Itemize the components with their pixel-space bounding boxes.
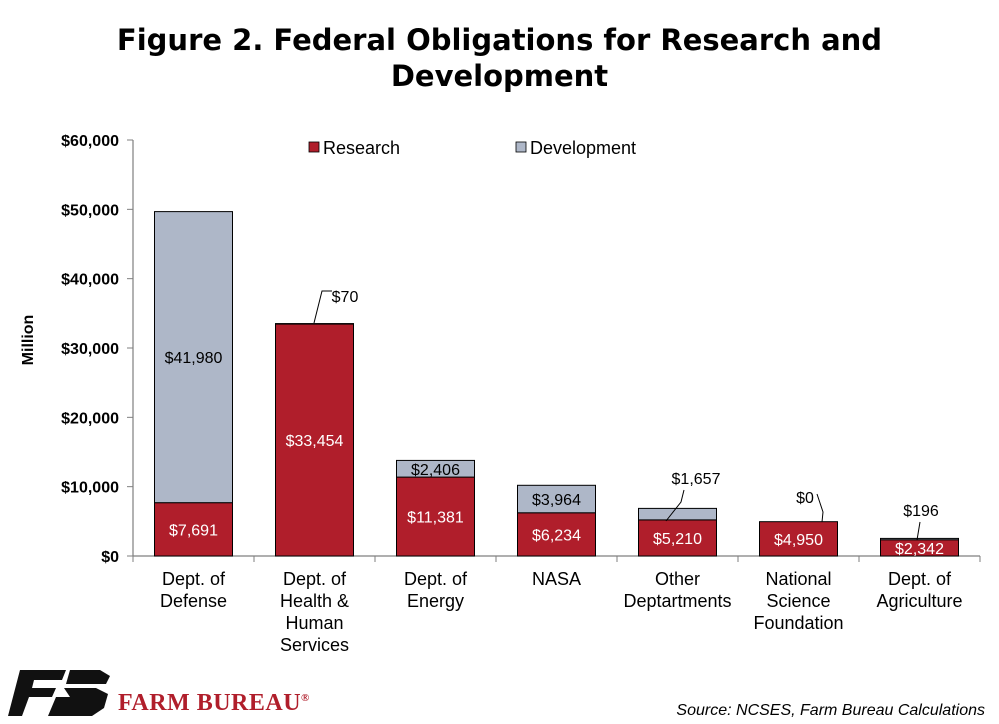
y-tick-label: $0 xyxy=(101,549,119,566)
data-label-research: $33,454 xyxy=(286,433,344,450)
data-label-development: $2,406 xyxy=(411,462,460,479)
bar-research xyxy=(154,502,233,557)
x-category-label: Human xyxy=(285,613,343,633)
callout-leader-line xyxy=(665,489,685,522)
x-category-label: Dept. of xyxy=(283,569,347,589)
bar-development xyxy=(517,484,596,514)
bar-development xyxy=(154,211,233,504)
legend-swatch-research xyxy=(308,141,320,153)
data-label-development: $41,980 xyxy=(165,350,223,367)
callout-leader-line xyxy=(916,521,921,541)
data-label-research: $11,381 xyxy=(407,510,464,527)
farm-bureau-logo-mark-icon xyxy=(8,670,110,716)
farm-bureau-logo xyxy=(8,666,118,723)
chart-title: Figure 2. Federal Obligations for Resear… xyxy=(0,22,999,94)
data-label-research: $5,210 xyxy=(653,531,702,548)
y-tick-label: $20,000 xyxy=(61,410,119,427)
data-label-development: $196 xyxy=(903,503,939,520)
source-note: Source: NCSES, Farm Bureau Calculations xyxy=(676,702,985,719)
x-category-label: Health & xyxy=(280,591,349,611)
bar-research xyxy=(638,519,717,557)
x-category-label: National xyxy=(765,569,831,589)
y-tick-label: $60,000 xyxy=(61,133,119,150)
callout-leader-line xyxy=(816,493,824,523)
bar-research xyxy=(275,323,354,557)
data-label-development: $0 xyxy=(796,490,814,507)
y-tick-label: $50,000 xyxy=(61,202,119,219)
x-category-label: Other xyxy=(655,569,700,589)
data-label-development: $1,657 xyxy=(672,471,721,488)
x-category-label: Agriculture xyxy=(876,591,962,611)
bar-research xyxy=(517,512,596,557)
data-label-research: $4,950 xyxy=(774,532,823,549)
x-category-label: Dept. of xyxy=(404,569,468,589)
data-label-research: $6,234 xyxy=(532,527,581,544)
x-category-label: Deptartments xyxy=(623,591,731,611)
bar-development xyxy=(396,459,475,478)
x-category-label: Services xyxy=(280,635,349,655)
bar-development xyxy=(880,537,959,541)
bar-research xyxy=(396,476,475,557)
callout-leader-line xyxy=(313,290,332,324)
chart-title-line-1: Figure 2. Federal Obligations for Resear… xyxy=(116,23,883,57)
x-category-label: Foundation xyxy=(753,613,843,633)
brand-name-text: FARM BUREAU xyxy=(118,690,302,716)
x-category-label: Energy xyxy=(407,591,464,611)
legend-label-research: Research xyxy=(323,138,400,158)
data-label-research: $2,342 xyxy=(895,541,944,558)
x-category-label: Defense xyxy=(160,591,227,611)
legend-label-development: Development xyxy=(530,138,636,158)
y-axis-label: Million xyxy=(20,315,37,366)
data-label-research: $7,691 xyxy=(169,522,218,539)
y-tick-label: $10,000 xyxy=(61,480,119,497)
x-category-label: Dept. of xyxy=(888,569,952,589)
y-tick-label: $40,000 xyxy=(61,272,119,289)
bar-research xyxy=(759,521,838,557)
y-tick-label: $30,000 xyxy=(61,341,119,358)
x-category-label: NASA xyxy=(532,569,581,589)
chart-title-line-2: Development xyxy=(390,59,609,93)
bar-development xyxy=(638,507,717,521)
data-label-development: $70 xyxy=(332,289,359,306)
registered-mark: ® xyxy=(301,692,310,704)
brand-name: FARM BUREAU® xyxy=(118,690,310,717)
legend-swatch-development xyxy=(515,141,527,153)
x-category-label: Science xyxy=(766,591,830,611)
data-label-development: $3,964 xyxy=(532,492,581,509)
x-category-label: Dept. of xyxy=(162,569,226,589)
